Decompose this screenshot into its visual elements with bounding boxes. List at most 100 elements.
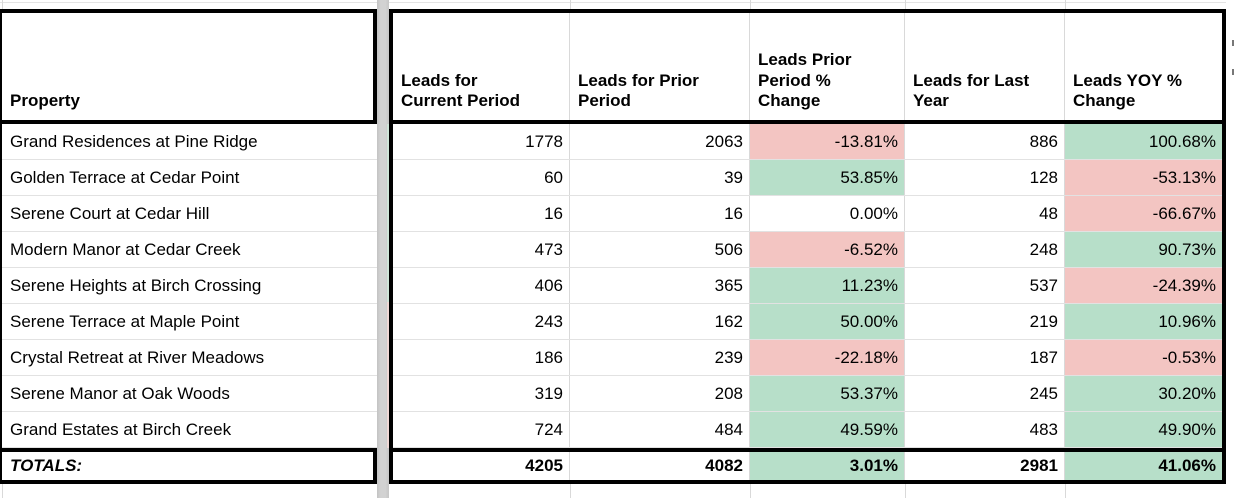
table-row: 406 365 11.23% 537 -24.39% [393,268,1222,304]
cell-prior-change[interactable]: -6.52% [750,232,905,267]
column-header-yoy-change[interactable]: Leads YOY % Change [1073,70,1182,111]
cell-property[interactable]: Serene Manor at Oak Woods [10,383,230,403]
table-row: 724 484 49.59% 483 49.90% [393,412,1222,448]
table-row: 319 208 53.37% 245 30.20% [393,376,1222,412]
cell-leads-last-year[interactable]: 219 [905,304,1065,339]
table-row: 16 16 0.00% 48 -66.67% [393,196,1222,232]
frozen-property-pane: Property Grand Residences at Pine Ridge … [0,9,377,484]
cell-leads-prior[interactable]: 506 [570,232,750,267]
cell-leads-current[interactable]: 724 [393,412,570,447]
cell-prior-change[interactable]: 49.59% [750,412,905,447]
table-row: Serene Terrace at Maple Point [2,304,377,340]
cell-yoy-change[interactable]: -0.53% [1065,340,1222,375]
cell-totals-label[interactable]: TOTALS: [2,452,377,480]
gridline-stub [750,0,751,9]
cell-yoy-change[interactable]: 90.73% [1065,232,1222,267]
cell-leads-prior[interactable]: 16 [570,196,750,231]
cell-prior-change[interactable]: -13.81% [750,124,905,159]
cell-leads-prior[interactable]: 39 [570,160,750,195]
cell-property[interactable]: Crystal Retreat at River Meadows [10,347,265,367]
cell-totals-prior[interactable]: 4082 [570,452,750,480]
cell-prior-change[interactable]: -22.18% [750,340,905,375]
cell-leads-prior[interactable]: 239 [570,340,750,375]
cell-leads-current[interactable]: 16 [393,196,570,231]
cell-prior-change[interactable]: 0.00% [750,196,905,231]
totals-row: 4205 4082 3.01% 2981 41.06% [393,448,1222,480]
data-pane: Leads for Current Period Leads for Prior… [389,9,1226,484]
cell-yoy-change[interactable]: 100.68% [1065,124,1222,159]
frozen-pane-divider[interactable] [377,0,389,498]
cell-yoy-change[interactable]: -53.13% [1065,160,1222,195]
cell-totals-yoy-change[interactable]: 41.06% [1065,452,1222,480]
gridline-stub [905,484,906,498]
cell-yoy-change[interactable]: 49.90% [1065,412,1222,447]
cell-leads-current[interactable]: 243 [393,304,570,339]
cell-totals-current[interactable]: 4205 [393,452,570,480]
table-row: Crystal Retreat at River Meadows [2,340,377,376]
cell-leads-last-year[interactable]: 128 [905,160,1065,195]
cell-prior-change[interactable]: 50.00% [750,304,905,339]
cell-leads-current[interactable]: 186 [393,340,570,375]
cell-prior-change[interactable]: 53.85% [750,160,905,195]
cell-leads-current[interactable]: 319 [393,376,570,411]
cell-leads-current[interactable]: 1778 [393,124,570,159]
gridline-stub [2,484,3,498]
cell-leads-last-year[interactable]: 48 [905,196,1065,231]
cell-leads-last-year[interactable]: 886 [905,124,1065,159]
cell-yoy-change[interactable]: 10.96% [1065,304,1222,339]
cell-leads-current[interactable]: 406 [393,268,570,303]
column-header-leads-current[interactable]: Leads for Current Period [393,13,570,120]
table-row: 243 162 50.00% 219 10.96% [393,304,1222,340]
header-row: Leads for Current Period Leads for Prior… [393,13,1222,124]
gridline-stub [1065,0,1066,9]
table-row: Serene Court at Cedar Hill [2,196,377,232]
cell-property[interactable]: Serene Court at Cedar Hill [10,203,210,223]
cell-leads-last-year[interactable]: 187 [905,340,1065,375]
hidden-column-color-sliver [387,124,389,448]
cell-property[interactable]: Serene Heights at Birch Crossing [10,275,262,295]
table-row: 473 506 -6.52% 248 90.73% [393,232,1222,268]
cell-leads-last-year[interactable]: 248 [905,232,1065,267]
cell-leads-prior[interactable]: 208 [570,376,750,411]
clipped-header-text-fragment [1232,69,1234,75]
gridline-stub [750,484,751,498]
gridline-stub [570,484,571,498]
cell-leads-current[interactable]: 60 [393,160,570,195]
cell-leads-prior[interactable]: 162 [570,304,750,339]
cell-leads-last-year[interactable]: 483 [905,412,1065,447]
cell-prior-change[interactable]: 53.37% [750,376,905,411]
gridline-stub [905,0,906,9]
cell-property[interactable]: Modern Manor at Cedar Creek [10,239,241,259]
cell-property[interactable]: Serene Terrace at Maple Point [10,311,240,331]
cell-totals-prior-change[interactable]: 3.01% [750,452,905,480]
cell-yoy-change[interactable]: -66.67% [1065,196,1222,231]
clipped-next-column [1226,0,1234,498]
cell-yoy-change[interactable]: -24.39% [1065,268,1222,303]
cell-leads-prior[interactable]: 2063 [570,124,750,159]
cell-property[interactable]: Grand Residences at Pine Ridge [10,131,258,151]
cell-totals-last-year[interactable]: 2981 [905,452,1065,480]
cell-leads-prior[interactable]: 484 [570,412,750,447]
cell-leads-current[interactable]: 473 [393,232,570,267]
cell-property[interactable]: Golden Terrace at Cedar Point [10,167,240,187]
table-row: Grand Estates at Birch Creek [2,412,377,448]
column-header-leads-prior[interactable]: Leads for Prior Period [570,13,750,120]
header-row-left: Property [2,13,377,124]
gridline-stub [1065,484,1066,498]
gridline-stub [570,0,571,9]
column-header-prior-change[interactable]: Leads Prior Period % Change [750,13,905,120]
cell-leads-last-year[interactable]: 537 [905,268,1065,303]
cell-yoy-change[interactable]: 30.20% [1065,376,1222,411]
column-header-leads-last-year[interactable]: Leads for Last Year [905,13,1065,120]
gridline-stub [2,0,3,9]
cell-leads-last-year[interactable]: 245 [905,376,1065,411]
table-row: Serene Manor at Oak Woods [2,376,377,412]
table-row: Grand Residences at Pine Ridge [2,124,377,160]
column-header-property[interactable]: Property [2,13,377,120]
cell-leads-prior[interactable]: 365 [570,268,750,303]
table-row: Modern Manor at Cedar Creek [2,232,377,268]
cell-prior-change[interactable]: 11.23% [750,268,905,303]
table-row: Golden Terrace at Cedar Point [2,160,377,196]
cell-property[interactable]: Grand Estates at Birch Creek [10,419,232,439]
